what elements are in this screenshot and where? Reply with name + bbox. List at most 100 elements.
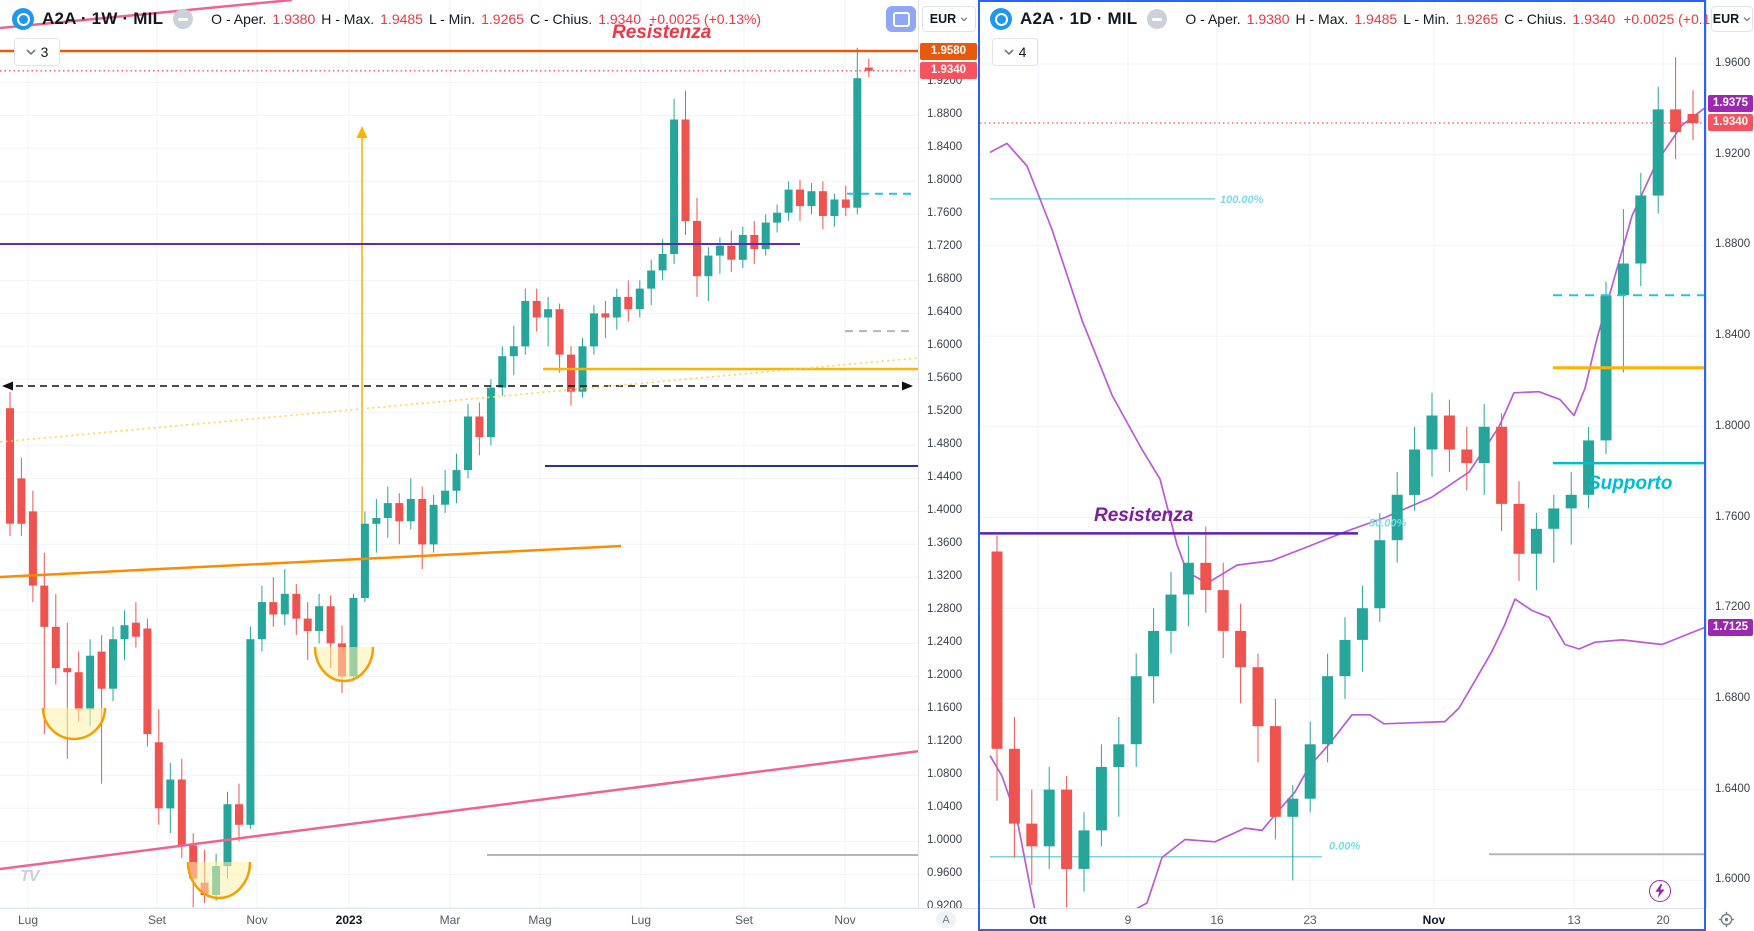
pane-selection-border-right — [1704, 0, 1706, 931]
symbol-title[interactable]: A2A · 1W · MIL — [42, 9, 164, 28]
pane-selection-border-bottom — [978, 929, 1706, 931]
price-tick: 1.1200 — [927, 735, 963, 748]
price-tick: 1.7600 — [927, 207, 963, 220]
symbol-logo-icon — [990, 8, 1012, 30]
ohlc-readout: O - Aper. 1.9380 H - Max. 1.9485 L - Min. 1… — [1185, 11, 1735, 27]
time-tick: Nov — [246, 913, 268, 927]
price-tick: 1.4400 — [927, 471, 963, 484]
price-tick: 1.6000 — [1715, 873, 1751, 886]
lightning-icon — [1655, 884, 1665, 898]
price-label-chip: 1.9340 — [1708, 114, 1753, 132]
indicator-count: 4 — [1018, 44, 1027, 60]
quick-trade-button[interactable] — [1649, 880, 1671, 902]
time-tick: Mar — [439, 913, 461, 927]
price-tick: 1.5600 — [927, 372, 963, 385]
time-tick: Set — [147, 913, 167, 927]
price-tick: 1.5200 — [927, 405, 963, 418]
symbol-title[interactable]: A2A · 1D · MIL — [1020, 9, 1138, 28]
price-label-chip: 1.9580 — [920, 42, 977, 60]
price-tick: 1.1600 — [927, 702, 963, 715]
price-tick: 1.4800 — [927, 438, 963, 451]
camera-icon — [892, 11, 910, 27]
time-tick: 2023 — [335, 913, 363, 927]
weekly-chart-canvas[interactable] — [0, 0, 918, 908]
chevron-down-icon — [1004, 48, 1014, 55]
price-tick: 1.8800 — [927, 108, 963, 121]
weekly-chart-pane: A2A · 1W · MIL O - Aper. 1.9380 H - Max. 1… — [0, 0, 978, 931]
time-tick: Mag — [528, 913, 552, 927]
supporto-label[interactable]: Supporto — [1588, 473, 1673, 494]
price-tick: 1.6000 — [927, 339, 963, 352]
auto-scale-badge[interactable]: A — [936, 911, 956, 928]
price-tick: 1.0400 — [927, 801, 963, 814]
price-tick: 1.2000 — [927, 669, 963, 682]
price-tick: 1.8400 — [927, 141, 963, 154]
price-tick: 1.7200 — [1715, 601, 1751, 614]
high-value: 1.9485 — [380, 11, 423, 27]
time-axis-weekly[interactable]: Lug Set Nov 2023 Mar Mag Lug Set Nov — [0, 908, 978, 931]
high-label: H - Max. — [1295, 11, 1349, 27]
currency-selector[interactable]: EUR — [922, 6, 976, 32]
price-tick: 1.8800 — [1715, 238, 1751, 251]
source-toggle-icon[interactable] — [173, 9, 194, 29]
camera-button[interactable] — [886, 6, 916, 32]
svg-text:0.00%: 0.00% — [1329, 841, 1360, 853]
open-label: O - Aper. — [211, 11, 267, 27]
source-toggle-icon[interactable] — [1147, 9, 1168, 29]
price-axis-daily[interactable]: 1.9600 1.9200 1.8800 1.8400 1.8000 1.7600 1.72… — [1706, 0, 1754, 908]
close-value: 1.9340 — [1572, 11, 1616, 27]
chevron-down-icon — [960, 16, 968, 21]
low-value: 1.9265 — [1455, 11, 1499, 27]
close-label: C - Chius. — [1504, 11, 1567, 27]
change-value: +0.0025 (+0.13%) — [1623, 11, 1736, 27]
indicators-collapse-button[interactable]: 3 — [14, 38, 60, 66]
time-axis-daily[interactable]: Ott 9 16 23 Nov 13 20 — [980, 908, 1706, 931]
weekly-chart-legend[interactable]: A2A · 1W · MIL O - Aper. 1.9380 H - Max. 1… — [12, 8, 761, 30]
price-tick: 1.2400 — [927, 636, 963, 649]
time-tick: Lug — [17, 913, 39, 927]
pane-selection-border-left — [978, 0, 980, 931]
currency-value: EUR — [1712, 12, 1740, 26]
currency-value: EUR — [929, 12, 957, 26]
time-tick: Lug — [630, 913, 652, 927]
high-label: H - Max. — [321, 11, 375, 27]
time-tick: 16 — [1210, 913, 1224, 927]
price-label-chip: 1.9340 — [920, 62, 977, 80]
time-tick: 23 — [1303, 913, 1317, 927]
price-tick: 1.6800 — [1715, 691, 1751, 704]
chevron-down-icon — [1743, 16, 1751, 21]
daily-chart-legend[interactable]: A2A · 1D · MIL O - Aper. 1.9380 H - Max. 1… — [990, 8, 1735, 30]
open-value: 1.9380 — [272, 11, 316, 27]
tradingview-watermark-logo[interactable]: TV — [20, 868, 39, 885]
price-tick: 1.2800 — [927, 603, 963, 616]
price-tick: 1.6400 — [927, 306, 963, 319]
time-tick: Ott — [1029, 913, 1047, 927]
pane-selection-border-top — [978, 0, 1706, 2]
price-tick: 1.6400 — [1715, 782, 1751, 795]
time-tick: Nov — [1422, 913, 1446, 927]
axis-settings-button[interactable] — [1718, 911, 1735, 931]
ohlc-readout: O - Aper. 1.9380 H - Max. 1.9485 L - Min. 1… — [211, 11, 761, 27]
chevron-down-icon — [26, 48, 36, 55]
price-axis-weekly[interactable]: 1.9200 1.8800 1.8400 1.8000 1.7600 1.7200 1.68… — [918, 0, 978, 912]
time-tick: 9 — [1124, 913, 1132, 927]
price-tick: 1.9600 — [1715, 57, 1751, 69]
price-label-chip: 1.7125 — [1708, 618, 1753, 636]
indicator-count: 3 — [40, 44, 49, 60]
price-tick: 1.9200 — [1715, 147, 1751, 160]
price-tick: 1.7200 — [927, 240, 963, 253]
high-value: 1.9485 — [1354, 11, 1398, 27]
resistenza-label-daily[interactable]: Resistenza — [1094, 505, 1194, 526]
low-label: L - Min. — [428, 11, 476, 27]
currency-selector[interactable]: EUR — [1711, 6, 1753, 32]
close-value: 1.9340 — [598, 11, 642, 27]
time-tick: 20 — [1656, 913, 1670, 927]
symbol-logo-icon — [12, 8, 34, 30]
daily-chart-pane: 100.00% 50.00% 0.00% A2A · 1D · MIL O - Ap… — [978, 0, 1754, 931]
resistenza-label-weekly[interactable]: Resistenza — [612, 22, 712, 43]
time-tick: Set — [734, 913, 754, 927]
daily-chart-canvas[interactable]: 100.00% 50.00% 0.00% — [980, 0, 1706, 908]
open-label: O - Aper. — [1185, 11, 1241, 27]
indicators-collapse-button[interactable]: 4 — [992, 38, 1038, 66]
